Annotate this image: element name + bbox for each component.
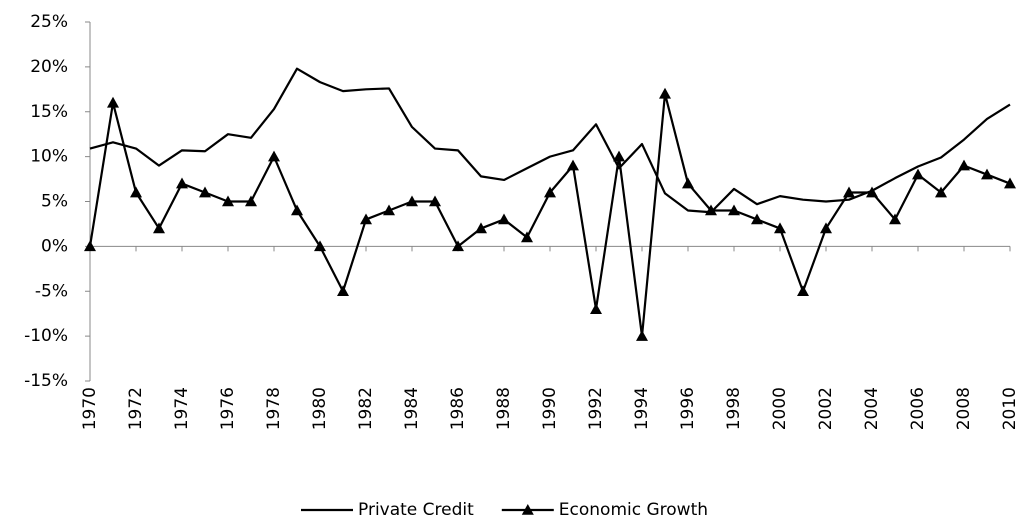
point-marker: [452, 240, 464, 252]
point-marker: [866, 186, 878, 198]
x-tick-label: 2000: [770, 387, 790, 430]
point-marker: [383, 204, 395, 216]
x-tick-label: 1978: [264, 387, 284, 430]
point-marker: [797, 285, 809, 297]
point-marker: [728, 204, 740, 216]
legend-item: Private Credit: [301, 500, 474, 520]
y-tick-label: -15%: [24, 371, 68, 391]
y-tick-label: 20%: [30, 57, 68, 77]
point-marker: [176, 177, 188, 189]
point-marker: [337, 285, 349, 297]
y-tick-label: 15%: [30, 102, 68, 122]
point-marker: [567, 159, 579, 171]
point-marker: [130, 186, 142, 198]
x-tick-label: 1980: [310, 387, 330, 430]
y-tick-label: 25%: [30, 12, 68, 32]
point-marker: [820, 222, 832, 234]
point-marker: [751, 213, 763, 225]
point-marker: [889, 213, 901, 225]
legend-marker: [521, 504, 534, 515]
point-marker: [613, 150, 625, 162]
point-marker: [406, 195, 418, 207]
x-tick-label: 1972: [126, 387, 146, 430]
y-tick-label: 5%: [41, 192, 68, 212]
x-tick-label: 2002: [816, 387, 836, 430]
point-marker: [981, 168, 993, 180]
x-tick-label: 1990: [540, 387, 560, 430]
x-tick-label: 2008: [954, 387, 974, 430]
point-marker: [107, 96, 119, 108]
point-marker: [291, 204, 303, 216]
x-tick-label: 2004: [862, 387, 882, 430]
point-marker: [958, 159, 970, 171]
point-marker: [314, 240, 326, 252]
point-marker: [475, 222, 487, 234]
point-marker: [498, 213, 510, 225]
x-tick-label: 1988: [494, 387, 514, 430]
point-marker: [429, 195, 441, 207]
point-marker: [268, 150, 280, 162]
point-marker: [935, 186, 947, 198]
point-marker: [843, 186, 855, 198]
legend-item: Economic Growth: [501, 500, 708, 520]
x-tick-label: 2010: [1000, 387, 1020, 430]
point-marker: [222, 195, 234, 207]
x-tick-label: 1970: [80, 387, 100, 430]
y-tick-label: -10%: [24, 326, 68, 346]
point-marker: [544, 186, 556, 198]
x-tick-label: 1996: [678, 387, 698, 430]
x-tick-label: 1982: [356, 387, 376, 430]
point-marker: [705, 204, 717, 216]
point-marker: [153, 222, 165, 234]
x-tick-label: 2006: [908, 387, 928, 430]
point-marker: [199, 186, 211, 198]
point-marker: [636, 330, 648, 341]
legend-label: Private Credit: [358, 500, 474, 520]
point-marker: [521, 231, 533, 243]
x-tick-label: 1986: [448, 387, 468, 430]
x-tick-label: 1998: [724, 387, 744, 430]
x-tick-label: 1984: [402, 387, 422, 430]
point-marker: [682, 177, 694, 189]
y-tick-label: -5%: [35, 281, 68, 301]
series-line: [88, 92, 1011, 338]
y-tick-label: 0%: [41, 236, 68, 256]
legend-label: Economic Growth: [559, 500, 708, 520]
y-tick-label: 10%: [30, 147, 68, 167]
point-marker: [659, 87, 671, 99]
point-marker: [912, 168, 924, 180]
point-marker: [774, 222, 786, 234]
series-line: [89, 67, 1011, 214]
x-tick-label: 1992: [586, 387, 606, 430]
point-marker: [1004, 177, 1016, 189]
point-marker: [84, 240, 96, 252]
point-marker: [245, 195, 257, 207]
x-tick-label: 1976: [218, 387, 238, 430]
x-tick-label: 1994: [632, 387, 652, 430]
point-marker: [590, 303, 602, 314]
x-tick-label: 1974: [172, 387, 192, 430]
point-marker: [360, 213, 372, 225]
